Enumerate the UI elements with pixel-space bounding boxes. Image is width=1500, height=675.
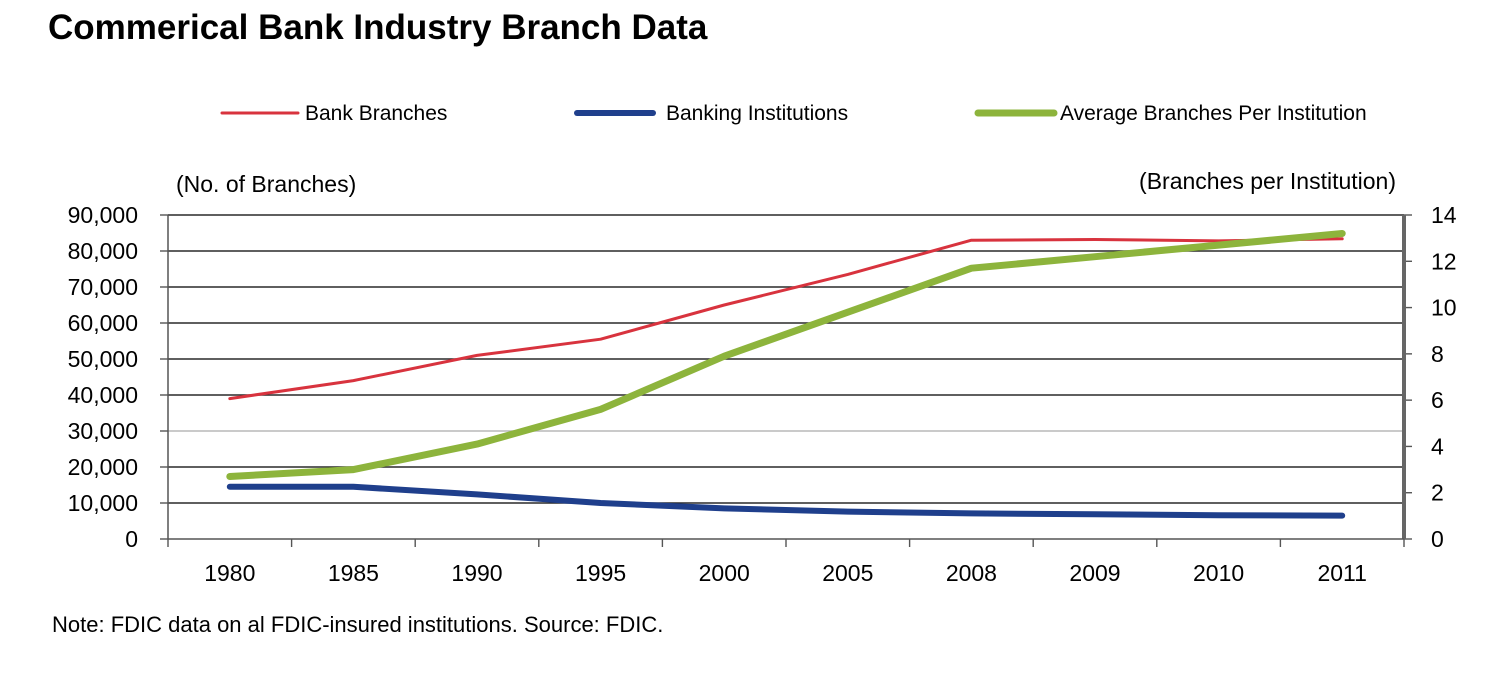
left-tick-label: 10,000 bbox=[68, 490, 138, 516]
left-tick-label: 60,000 bbox=[68, 310, 138, 336]
right-tick-label: 12 bbox=[1431, 248, 1457, 274]
legend-label-bank-branches: Bank Branches bbox=[305, 102, 447, 125]
right-tick-label: 10 bbox=[1431, 295, 1457, 321]
x-tick-label: 2009 bbox=[1069, 560, 1120, 586]
right-tick-label: 4 bbox=[1431, 433, 1444, 459]
series-lines bbox=[226, 230, 1346, 519]
left-tick-label: 40,000 bbox=[68, 382, 138, 408]
legend: Bank Branches Banking Institutions Average… bbox=[220, 102, 1367, 125]
x-tick-label: 2010 bbox=[1193, 560, 1244, 586]
axes bbox=[160, 214, 1412, 547]
right-tick-label: 0 bbox=[1431, 526, 1444, 552]
left-tick-label: 90,000 bbox=[68, 202, 138, 228]
left-axis-label: (No. of Branches) bbox=[176, 171, 356, 197]
right-tick-label: 14 bbox=[1431, 202, 1457, 228]
left-tick-label: 30,000 bbox=[68, 418, 138, 444]
x-tick-label: 1990 bbox=[451, 560, 502, 586]
x-tick-label: 1985 bbox=[328, 560, 379, 586]
legend-label-average-branches-per-institution: Average Branches Per Institution bbox=[1060, 102, 1367, 125]
x-tick-label: 2005 bbox=[822, 560, 873, 586]
right-tick-label: 6 bbox=[1431, 387, 1444, 413]
series-line-banking-institutions bbox=[226, 483, 1346, 519]
source-note: Note: FDIC data on al FDIC-insured insti… bbox=[52, 612, 664, 637]
left-tick-label: 0 bbox=[125, 526, 138, 552]
x-tick-label: 1995 bbox=[575, 560, 626, 586]
legend-label-banking-institutions: Banking Institutions bbox=[666, 102, 848, 125]
series-line-average-branches-per-institution bbox=[226, 230, 1346, 480]
left-tick-label: 50,000 bbox=[68, 346, 138, 372]
x-tick-label: 2008 bbox=[946, 560, 997, 586]
x-tick-label: 1980 bbox=[204, 560, 255, 586]
chart-title: Commerical Bank Industry Branch Data bbox=[48, 8, 708, 47]
series-line-bank-branches bbox=[228, 237, 1344, 401]
right-tick-label: 2 bbox=[1431, 480, 1444, 506]
right-axis-label: (Branches per Institution) bbox=[1139, 168, 1396, 194]
left-tick-label: 70,000 bbox=[68, 274, 138, 300]
right-tick-label: 8 bbox=[1431, 341, 1444, 367]
x-tick-label: 2011 bbox=[1317, 560, 1366, 586]
tick-labels: 0 10,000 20,000 30,000 40,000 50,000 60,000 70,… bbox=[68, 202, 1457, 586]
gridlines bbox=[168, 214, 1404, 504]
left-tick-label: 20,000 bbox=[68, 454, 138, 480]
x-tick-label: 2000 bbox=[699, 560, 750, 586]
left-tick-label: 80,000 bbox=[68, 238, 138, 264]
